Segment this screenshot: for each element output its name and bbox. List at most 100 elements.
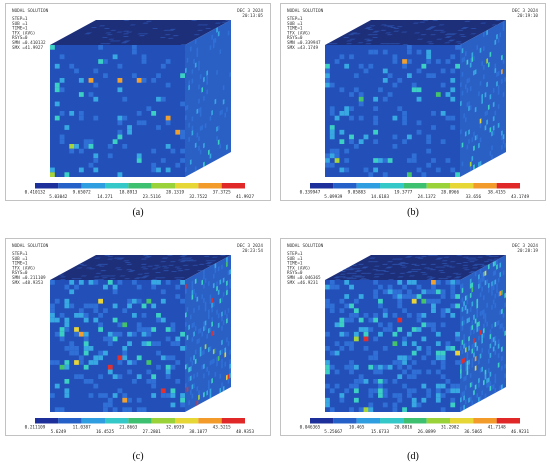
header-line: SUB =1 bbox=[287, 21, 303, 27]
cube-cell bbox=[170, 355, 176, 361]
cube-cell bbox=[221, 297, 223, 303]
cube-cell bbox=[151, 28, 159, 29]
cube-cell bbox=[496, 264, 498, 270]
header-line: TFX (AVG) bbox=[287, 30, 310, 36]
cube-cell bbox=[217, 265, 220, 272]
cube-cell bbox=[368, 327, 374, 332]
cube-cell bbox=[402, 63, 407, 69]
cube-cell bbox=[181, 257, 188, 259]
cube-cell bbox=[136, 407, 142, 412]
cube-cell bbox=[466, 369, 469, 376]
cube-cell bbox=[468, 100, 470, 107]
cube-cell bbox=[109, 278, 116, 280]
cube-cell bbox=[466, 317, 469, 324]
cube-cell bbox=[198, 107, 200, 114]
cube-cell bbox=[180, 331, 185, 337]
cube-cell bbox=[373, 313, 379, 318]
cube-cell bbox=[69, 63, 75, 69]
cube-cell bbox=[112, 284, 118, 290]
cube-cell bbox=[98, 313, 104, 318]
header-line: TIME=1 bbox=[12, 26, 28, 32]
cube-cell bbox=[339, 139, 345, 144]
cube-cell bbox=[191, 115, 194, 122]
cube-cell bbox=[54, 317, 60, 323]
cube-cell bbox=[382, 308, 388, 313]
cube-cell bbox=[499, 32, 502, 38]
cube-cell bbox=[78, 111, 84, 116]
cube-cell bbox=[397, 280, 403, 285]
cube-cell bbox=[442, 264, 450, 266]
cube-cell bbox=[437, 278, 444, 280]
cube-cell bbox=[449, 266, 456, 268]
cube-cell bbox=[141, 327, 147, 332]
cube-cell bbox=[83, 303, 89, 309]
legend-swatch bbox=[198, 183, 222, 189]
cube-cell bbox=[411, 388, 417, 394]
header-line: SMX =41.9927 bbox=[12, 45, 43, 51]
cube-cell bbox=[460, 363, 462, 370]
legend-label: 21.8663 bbox=[119, 425, 138, 431]
cube-cell bbox=[504, 292, 506, 299]
cube-cell bbox=[211, 321, 213, 327]
cube-cell bbox=[123, 278, 131, 280]
cube-cell bbox=[161, 257, 169, 259]
cube-cell bbox=[83, 331, 89, 337]
cube-cell bbox=[175, 129, 181, 135]
cube-cell bbox=[455, 276, 462, 278]
cube-cell bbox=[421, 383, 427, 389]
cube-cell bbox=[445, 276, 453, 278]
cube-cell bbox=[460, 128, 462, 135]
cube-cell bbox=[349, 54, 354, 60]
cube-cell bbox=[196, 270, 204, 272]
legend-label: 5.09939 bbox=[324, 194, 343, 200]
cube-cell bbox=[474, 135, 477, 141]
header-line: SMN =0.211109 bbox=[12, 275, 46, 281]
cube-cell bbox=[411, 369, 417, 375]
cube-cell bbox=[209, 294, 212, 300]
cube-cell bbox=[186, 104, 189, 111]
cube-cell bbox=[208, 346, 210, 353]
cube-cell bbox=[429, 269, 437, 271]
cube-cell bbox=[160, 298, 166, 304]
cube-cell bbox=[204, 122, 207, 129]
cube-cell bbox=[373, 276, 380, 278]
cube-cell bbox=[464, 131, 467, 137]
cube-cell bbox=[70, 278, 78, 280]
cube-cell bbox=[368, 402, 374, 408]
cube-cell bbox=[460, 396, 462, 403]
cube-cell bbox=[349, 313, 354, 318]
cube-cell bbox=[392, 134, 398, 140]
cube-cell bbox=[78, 92, 84, 97]
cube-cell bbox=[196, 371, 199, 378]
cube-cell bbox=[464, 295, 467, 301]
cube-cell bbox=[334, 341, 340, 346]
cube-cell bbox=[440, 313, 446, 318]
cube-cell bbox=[486, 259, 493, 261]
cube-cell bbox=[349, 139, 354, 144]
cube-cell bbox=[93, 153, 99, 159]
cube-cell bbox=[416, 49, 422, 55]
cube-cell bbox=[492, 87, 495, 94]
cube-cell bbox=[410, 269, 418, 271]
cube-cell bbox=[478, 335, 480, 341]
cube-cell bbox=[502, 25, 505, 32]
cube-cell bbox=[436, 257, 444, 259]
cube-cell bbox=[204, 343, 207, 350]
cube-cell bbox=[50, 317, 55, 323]
cube-cell bbox=[369, 25, 376, 27]
cube-cell bbox=[219, 279, 222, 285]
cube-cell bbox=[350, 272, 358, 274]
cube-cell bbox=[463, 56, 465, 63]
cube-cell bbox=[397, 303, 403, 309]
cube-cell bbox=[353, 87, 359, 93]
cube-cell bbox=[392, 289, 398, 295]
cube-cell bbox=[421, 397, 427, 403]
cube-cell bbox=[54, 101, 60, 107]
cube-cell bbox=[211, 316, 213, 323]
cube-cell bbox=[426, 298, 432, 304]
cube-cell bbox=[378, 388, 383, 394]
cube-cell bbox=[160, 96, 166, 102]
cube-cell bbox=[440, 308, 446, 313]
cube-cell bbox=[389, 272, 396, 274]
cube-cell bbox=[481, 276, 483, 283]
